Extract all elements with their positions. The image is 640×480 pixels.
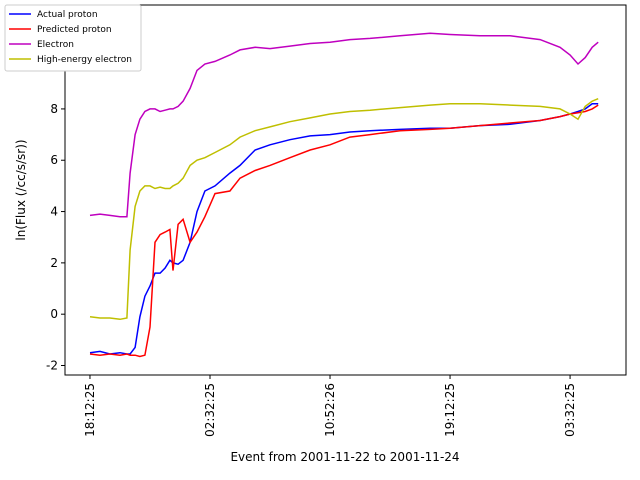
y-axis-label: ln(Flux (/cc/s/sr)) xyxy=(14,139,28,240)
legend-label: High-energy electron xyxy=(37,55,132,65)
x-tick-label: 02:32:25 xyxy=(203,383,217,437)
legend-label: Actual proton xyxy=(37,10,98,20)
y-tick-label: 2 xyxy=(50,256,58,270)
x-axis-label: Event from 2001-11-22 to 2001-11-24 xyxy=(230,450,459,464)
legend-label: Electron xyxy=(37,40,74,50)
legend-label: Predicted proton xyxy=(37,25,112,35)
series-line xyxy=(89,103,599,355)
series-line xyxy=(89,32,599,218)
x-tick-label: 03:32:25 xyxy=(563,383,577,437)
series-line xyxy=(89,104,599,358)
legend-box xyxy=(4,4,142,72)
x-tick-label: 10:52:26 xyxy=(323,383,337,437)
x-tick-label: 18:12:25 xyxy=(83,383,97,437)
y-tick-label: 4 xyxy=(50,205,58,219)
y-tick-label: 0 xyxy=(50,307,58,321)
y-tick-label: 6 xyxy=(50,153,58,167)
plot-frame xyxy=(64,4,627,376)
y-tick-label: -2 xyxy=(46,359,58,373)
y-tick-label: 8 xyxy=(50,102,58,116)
x-tick-label: 19:12:25 xyxy=(443,383,457,437)
series-line xyxy=(89,98,599,321)
